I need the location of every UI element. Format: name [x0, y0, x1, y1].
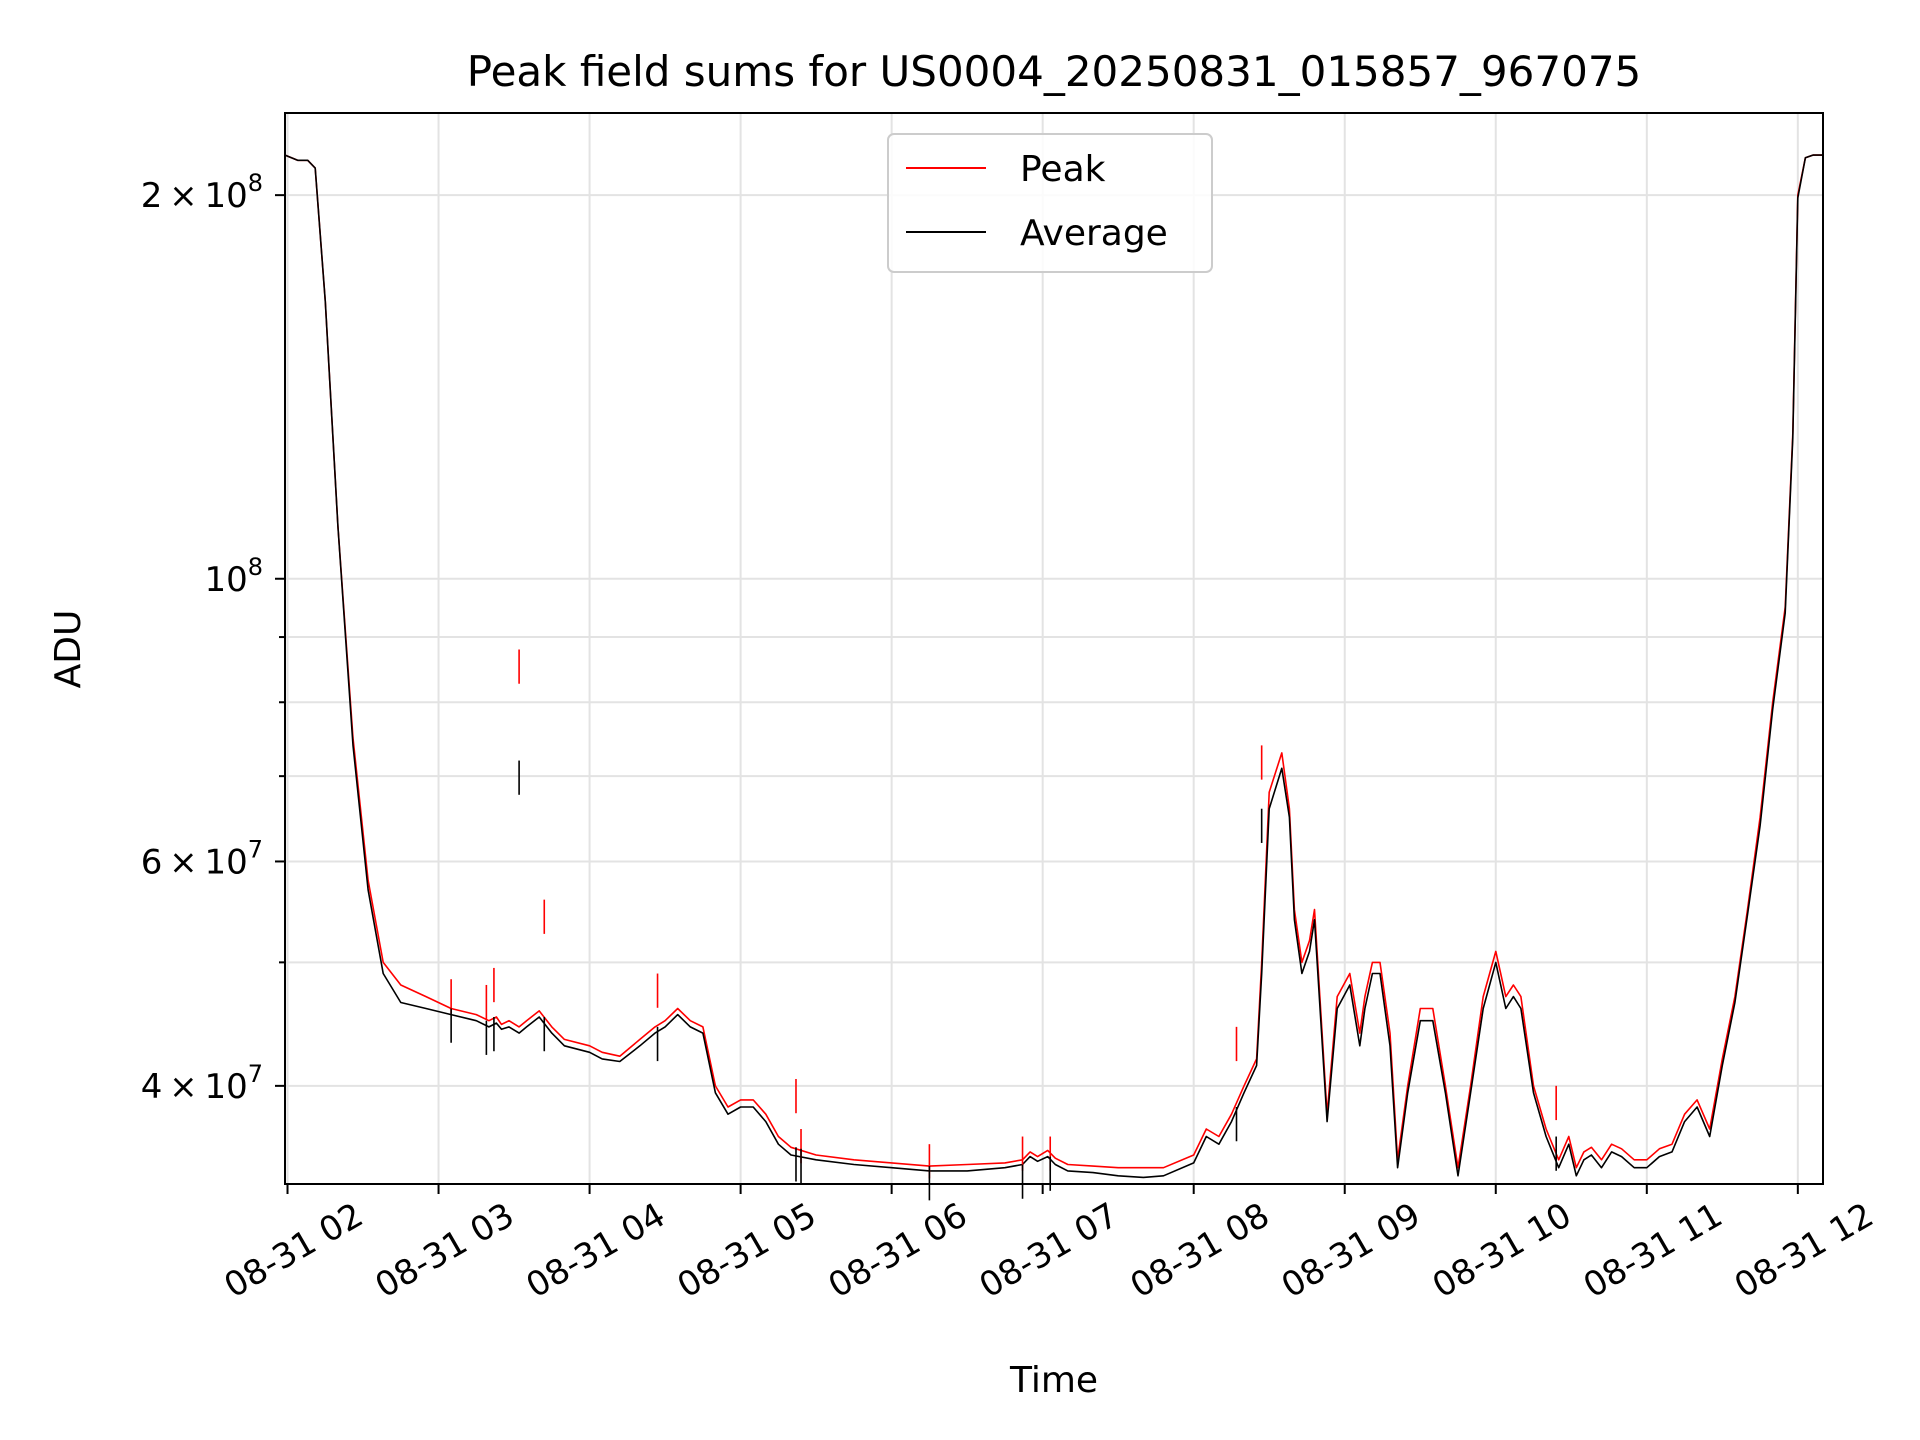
y-axis-label: ADU — [48, 610, 89, 689]
y-tick-label: 4 × 107 — [141, 1060, 263, 1107]
axes-frame — [284, 112, 1824, 1185]
y-axis: 4 × 107 6 × 107 108 2 × 108 — [141, 169, 285, 1107]
plot-area — [284, 154, 1823, 1201]
y-tick-label: 108 — [204, 553, 263, 600]
legend-average-label: Average — [1020, 213, 1168, 254]
y-tick-label: 6 × 107 — [141, 835, 263, 882]
x-axis-label: Time — [1009, 1360, 1098, 1401]
series-line-peak — [284, 154, 1823, 1169]
series-line-average — [284, 154, 1823, 1179]
chart-title: Peak field sums for US0004_20250831_0158… — [467, 47, 1642, 96]
y-tick-label: 2 × 108 — [141, 169, 263, 216]
legend: Peak Average — [887, 133, 1213, 273]
legend-peak-label: Peak — [1020, 149, 1106, 190]
